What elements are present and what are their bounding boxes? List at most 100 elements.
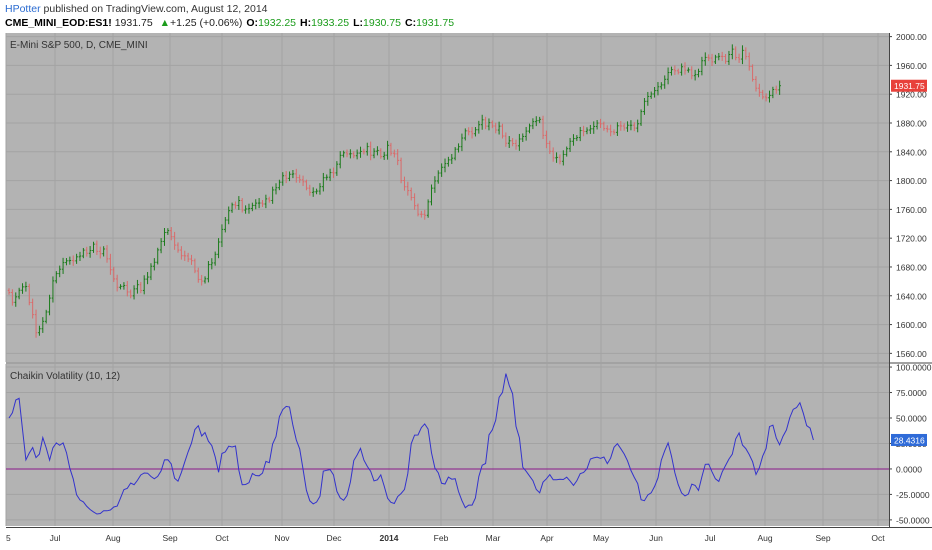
ohlc-bar [467, 127, 470, 136]
ohlc-bar [501, 123, 504, 139]
ohlc-bar [352, 151, 356, 159]
ohlc-bar [217, 238, 220, 259]
indicator-tick-label: 50.0000 [896, 414, 927, 424]
time-tick-label: May [593, 533, 610, 543]
ohlc-bar [159, 238, 163, 254]
time-tick-label: Apr [540, 533, 553, 543]
ohlc-bar [24, 281, 28, 292]
ohlc-bar [288, 171, 291, 182]
ohlc-bar [274, 183, 278, 195]
price-pane[interactable] [6, 33, 889, 362]
time-tick-label: Jul [50, 533, 61, 543]
ohlc-bar [372, 148, 376, 159]
ohlc-bar [480, 114, 484, 130]
ohlc-bar [169, 227, 173, 241]
ohlc-bar [460, 133, 464, 152]
ohlc-bar [359, 146, 362, 158]
ohlc-bar [318, 183, 322, 195]
ohlc-bar [751, 64, 754, 82]
ohlc-bar [731, 44, 734, 60]
ohlc-bar [528, 123, 531, 134]
indicator-title: Chaikin Volatility (10, 12) [10, 371, 120, 382]
ohlc-bar [335, 161, 339, 176]
open-label: O: [246, 17, 259, 29]
change-up-icon: ▲ [159, 17, 170, 29]
ohlc-bar [284, 171, 288, 184]
author-link[interactable]: HPotter [5, 3, 41, 15]
ohlc-bar [389, 142, 393, 156]
ohlc-bar [200, 274, 203, 286]
close-value: 1931.75 [416, 17, 455, 29]
time-tick-label: Nov [274, 533, 290, 543]
ohlc-bar [697, 68, 700, 78]
ohlc-bar [322, 172, 325, 192]
ohlc-bar [247, 203, 251, 214]
ohlc-bar [176, 242, 180, 253]
ohlc-bar [558, 154, 562, 165]
ohlc-bar [423, 209, 427, 220]
price-tick-label: 1760.00 [896, 205, 927, 215]
time-tick-label: Sep [815, 533, 830, 543]
last-indicator-badge [891, 433, 927, 446]
ohlc-bar [534, 116, 538, 127]
ohlc-bar [102, 246, 105, 257]
ohlc-bar [376, 146, 379, 156]
ohlc-bar [406, 181, 410, 196]
price-axis-bg[interactable] [890, 33, 932, 526]
price-tick-label: 1920.00 [896, 90, 927, 100]
ohlc-bar [315, 188, 318, 195]
ohlc-bar [230, 202, 234, 213]
ohlc-bar [237, 196, 241, 210]
ohlc-bar [443, 158, 447, 173]
ohlc-bar [17, 287, 21, 300]
high-value: 1933.25 [311, 17, 350, 29]
indicator-tick-label: 75.0000 [896, 388, 927, 398]
ohlc-bar [112, 266, 116, 282]
ohlc-bar [612, 129, 616, 135]
ohlc-bar [426, 199, 430, 218]
ohlc-bar [633, 122, 636, 132]
ohlc-bar [646, 91, 650, 106]
ohlc-bar [257, 198, 261, 209]
ohlc-bar [78, 251, 82, 261]
price-tick-label: 2000.00 [896, 32, 927, 42]
last-price-marker: 1931.75 [891, 79, 927, 92]
last-price-badge [891, 79, 927, 92]
ohlc-bar [497, 121, 501, 135]
ohlc-bar [524, 126, 528, 141]
ohlc-bar [92, 241, 95, 253]
ohlc-bar [744, 47, 748, 60]
ohlc-bar [447, 156, 450, 167]
chaikin-volatility-line [8, 373, 814, 515]
ohlc-bar [487, 118, 491, 131]
ohlc-bar [403, 176, 406, 191]
ohlc-bar [196, 267, 200, 283]
ohlc-bar [511, 138, 514, 147]
ohlc-bar [430, 184, 433, 206]
ohlc-bar [680, 63, 683, 76]
ohlc-bar [122, 282, 126, 290]
indicator-pane[interactable] [6, 364, 889, 526]
price-tick-label: 1600.00 [896, 320, 927, 330]
ohlc-bar [311, 187, 315, 197]
ohlc-bar [203, 276, 207, 284]
ohlc-bar [190, 254, 193, 265]
ohlc-bar [605, 125, 609, 133]
ohlc-bar [386, 140, 389, 160]
ohlc-bar [308, 184, 312, 196]
low-label: L: [353, 17, 364, 29]
ohlc-bar [747, 52, 751, 71]
ohlc-bar [7, 288, 11, 295]
ohlc-bar [413, 193, 416, 210]
symbol-label[interactable]: CME_MINI_EOD:ES1! [5, 17, 112, 29]
last-price-label: 1931.75 [894, 81, 925, 91]
time-tick-label: Mar [486, 533, 501, 543]
ohlc-bar [673, 65, 677, 75]
ohlc-bar [31, 298, 34, 319]
ohlc-bar [291, 169, 295, 179]
ohlc-bar [477, 120, 481, 134]
ohlc-bar [244, 205, 247, 214]
ohlc-bar [643, 98, 646, 115]
ohlc-bar [146, 272, 149, 285]
ohlc-bar [271, 186, 274, 204]
